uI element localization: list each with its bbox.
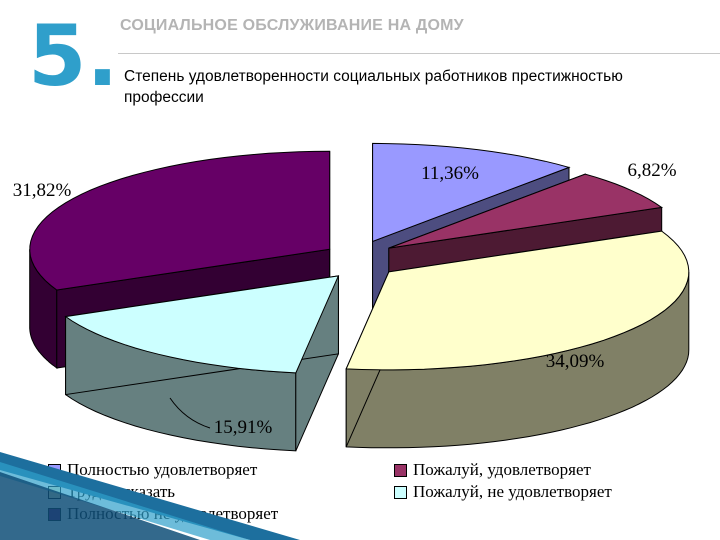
legend-item-polnostyu-udovletvoryaet: Полностью удовлетворяет (48, 460, 257, 480)
legend-swatch (394, 463, 407, 477)
legend-item-pozhaluy-ne-udovletvoryaet: Пожалуй, не удовлетворяет (394, 482, 612, 502)
legend-swatch (394, 485, 407, 499)
pie-slice-top (388, 173, 664, 249)
legend-label: Полностью удовлетворяет (67, 460, 258, 479)
data-label-1: 6,82% (627, 160, 676, 181)
legend-swatch (48, 507, 61, 521)
legend-label: Полностью не удовлетворяет (67, 504, 279, 523)
section-title: СОЦИАЛЬНОЕ ОБСЛУЖИВАНИЕ НА ДОМУ (120, 17, 464, 34)
pie-slice-top (345, 230, 690, 371)
slide-number: 5. (28, 7, 119, 105)
pie-slice-2 (345, 230, 690, 449)
pie-slice-3 (64, 275, 340, 452)
legend-item-polnostyu-ne-udovletvoryaet: Полностью не удовлетворяет (48, 504, 278, 524)
legend-label: Пожалуй, удовлетворяет (413, 460, 591, 479)
data-label-leader-line (169, 397, 211, 429)
legend-label: Пожалуй, не удовлетворяет (413, 482, 612, 501)
pie-slice-top (29, 150, 331, 291)
pie-slice-top (372, 142, 571, 243)
pie-slice-top (64, 275, 340, 374)
data-label-2: 34,09% (546, 351, 605, 372)
legend-item-pozhaluy-udovletvoryaet: Пожалуй, удовлетворяет (394, 460, 591, 480)
data-label-4: 31,82% (13, 180, 72, 201)
legend-item-trudno-skazat: Трудно сказать (48, 482, 175, 502)
title-divider (118, 53, 720, 54)
data-label-3: 15,91% (214, 417, 273, 438)
data-label-0: 11,36% (421, 163, 479, 184)
chart-subtitle: Степень удовлетворенности социальных раб… (124, 68, 623, 106)
legend-swatch (48, 463, 61, 477)
legend-label: Трудно сказать (67, 482, 176, 501)
legend-swatch (48, 485, 61, 499)
